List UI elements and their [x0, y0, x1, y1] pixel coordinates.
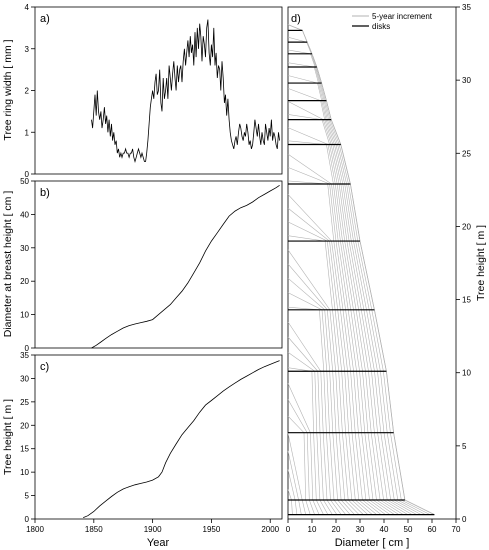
panel-b: b) 0 10 20 30 40 50 Diameter at breast height… [2, 177, 283, 353]
panel-b-ytick-label: 30 [20, 244, 29, 253]
panel-c-xtick-label: 1800 [26, 525, 44, 534]
panel-c-ytick-label: 15 [20, 445, 29, 454]
panel-d: d) 0 5 10 15 20 25 30 35 0 10 20 30 40 50 60 70 Tree h… [286, 3, 487, 549]
panel-a-ytick-label: 0 [25, 170, 30, 179]
panel-b-ytick-label: 50 [20, 177, 29, 186]
increment-line [287, 62, 422, 515]
increment-line [287, 36, 431, 515]
increment-line [287, 101, 408, 515]
panel-b-ytick-label: 20 [20, 277, 29, 286]
panel-a-ytick-label: 3 [25, 45, 30, 54]
panel-c-xticks: 1800 1850 1900 1950 2000 [26, 519, 280, 534]
increment-line [287, 433, 306, 515]
panel-a-ytick-label: 4 [25, 3, 30, 12]
increment-line [287, 49, 426, 515]
panel-c-xtick-label: 2000 [261, 525, 279, 534]
panel-b-yticks: 0 10 20 30 40 50 [20, 177, 35, 353]
panel-d-ytick-label: 0 [462, 515, 467, 524]
increment-line [287, 415, 311, 515]
increment-line [287, 399, 315, 515]
panel-c-ytick-label: 35 [20, 351, 29, 360]
legend-disks-label: disks [372, 22, 390, 31]
increment-line [287, 351, 329, 515]
increment-line [287, 194, 377, 515]
panel-b-ylabel: Diameter at breast height [ cm ] [2, 191, 14, 338]
panel-d-ylabel: Tree height [ m ] [475, 225, 487, 301]
increment-line [287, 114, 404, 515]
panel-a-ytick-label: 1 [25, 128, 30, 137]
increment-line [287, 277, 351, 515]
increment-line [287, 75, 417, 515]
panel-d-yticks: 0 5 10 15 20 25 30 35 [456, 3, 471, 524]
panel-d-increments [287, 24, 435, 515]
increment-line [287, 383, 320, 515]
increment-line [287, 489, 293, 515]
panel-a: a) 0 1 2 3 4 Tree ring width [ mm ] [2, 3, 283, 179]
panel-c-xlabel: Year [147, 537, 170, 549]
increment-line [287, 469, 298, 515]
increment-line [287, 450, 302, 515]
panel-b-frame [34, 180, 283, 349]
increment-line [287, 336, 333, 515]
panel-d-xlabel: Diameter [ cm ] [335, 537, 410, 549]
panel-c-yticks: 0 5 10 15 20 25 30 35 [20, 351, 35, 524]
panel-b-ytick-label: 40 [20, 210, 29, 219]
panel-c-ylabel: Tree height [ m ] [2, 399, 14, 475]
panel-c-ytick-label: 5 [25, 492, 30, 501]
panel-d-xtick-label: 50 [404, 525, 413, 534]
panel-d-xtick-label: 0 [286, 525, 291, 534]
increment-line [287, 153, 391, 515]
panel-b-series-line [91, 184, 280, 349]
panel-d-xtick-label: 70 [452, 525, 461, 534]
panel-a-yticks: 0 1 2 3 4 [25, 3, 35, 179]
panel-c-ytick-label: 30 [20, 374, 29, 383]
panel-c-xtick-label: 1950 [203, 525, 221, 534]
panel-a-series-line [91, 19, 280, 163]
outer-profile-line [287, 24, 435, 515]
panel-c-ytick-label: 25 [20, 398, 29, 407]
panel-d-ytick-label: 5 [462, 442, 467, 451]
panel-d-xtick-label: 40 [380, 525, 389, 534]
panel-b-ytick-label: 0 [25, 344, 30, 353]
panel-d-ytick-label: 15 [462, 296, 471, 305]
panel-c-series-line [83, 360, 280, 518]
panel-d-ytick-label: 25 [462, 149, 471, 158]
panel-c-xtick-label: 1900 [144, 525, 162, 534]
panel-d-ytick-label: 20 [462, 222, 471, 231]
panel-a-label: a) [40, 13, 50, 25]
panel-d-xtick-label: 30 [356, 525, 365, 534]
panel-c-frame [34, 354, 283, 520]
panel-c-ytick-label: 0 [25, 515, 30, 524]
panel-a-ytick-label: 2 [25, 87, 30, 96]
panel-c: c) 0 5 10 15 20 25 30 35 1800 1850 1900 1950 2000 T… [2, 351, 283, 549]
panel-a-ylabel: Tree ring width [ mm ] [2, 39, 14, 140]
panel-c-label: c) [40, 361, 49, 373]
panel-d-xtick-label: 20 [332, 525, 341, 534]
panel-d-xticks: 0 10 20 30 40 50 60 70 [286, 519, 461, 534]
increment-line [287, 167, 386, 515]
panel-d-ytick-label: 35 [462, 3, 471, 12]
increment-line [287, 263, 355, 515]
panel-c-xtick-label: 1850 [85, 525, 103, 534]
panel-d-xtick-label: 10 [308, 525, 317, 534]
increment-line [287, 292, 346, 515]
panel-d-disks [288, 29, 435, 516]
panel-d-ytick-label: 10 [462, 369, 471, 378]
legend-increment-label: 5-year increment [372, 12, 433, 21]
panel-d-label: d) [291, 13, 301, 25]
panel-c-ytick-label: 10 [20, 468, 29, 477]
increment-line [287, 249, 360, 515]
panel-b-ytick-label: 10 [20, 311, 29, 320]
panel-d-ytick-label: 30 [462, 76, 471, 85]
panel-c-ytick-label: 20 [20, 421, 29, 430]
panel-d-frame [287, 6, 457, 520]
increment-line [287, 180, 382, 515]
panel-d-xtick-label: 60 [428, 525, 437, 534]
panel-b-label: b) [40, 187, 50, 199]
panel-d-legend: 5-year increment disks [352, 12, 433, 31]
